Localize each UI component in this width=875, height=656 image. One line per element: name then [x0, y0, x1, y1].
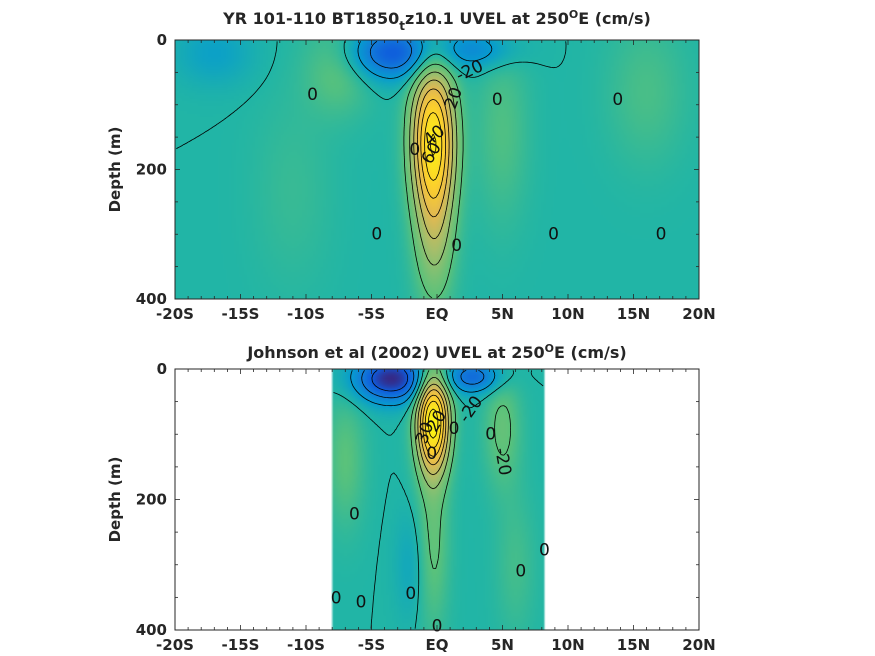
contour-60	[424, 112, 443, 181]
x-tick-label: -10S	[287, 305, 325, 323]
contour-label: 0	[539, 540, 550, 560]
contour--10	[357, 40, 493, 79]
contour-20	[414, 377, 452, 490]
y-tick-label: 400	[136, 290, 167, 308]
velocity-field-image	[175, 40, 699, 299]
x-tick-label: 15N	[617, 305, 650, 323]
chart-title: YR 101-110 BT1850tz10.1 UVEL at 250OE (c…	[222, 8, 651, 33]
contour-20	[409, 71, 458, 266]
contour-0	[333, 370, 544, 629]
x-tick-label: -5S	[358, 636, 385, 654]
contour-60	[424, 400, 442, 449]
y-tick-label: 200	[136, 491, 167, 509]
x-tick-label: 5N	[491, 636, 514, 654]
y-tick-label: 200	[136, 161, 167, 179]
contour--10	[350, 370, 496, 407]
contour-30	[417, 383, 449, 476]
x-tick-label: EQ	[426, 636, 449, 654]
contour-40	[420, 389, 447, 466]
contour-label: 0	[515, 561, 526, 581]
contour-label: 0	[656, 224, 667, 244]
x-tick-label: -20S	[156, 305, 194, 323]
contour-label: 0	[548, 224, 559, 244]
contour-lines	[176, 40, 567, 299]
y-tick-label: 0	[157, 360, 167, 378]
contour-label: 0	[349, 505, 360, 525]
contour-label: -20	[490, 446, 515, 477]
x-tick-label: -15S	[222, 305, 260, 323]
contour-70	[427, 408, 439, 439]
x-tick-label: -5S	[358, 305, 385, 323]
contour-label: 0	[612, 90, 623, 110]
contour-label: 0	[451, 236, 462, 256]
contour-label: 0	[331, 589, 342, 609]
x-tick-label: 10N	[551, 636, 584, 654]
contour-30	[413, 79, 454, 240]
contour-50	[422, 394, 444, 457]
contour-label: 0	[449, 419, 460, 439]
x-tick-label: EQ	[426, 305, 449, 323]
x-tick-label: 15N	[617, 636, 650, 654]
contour-70	[430, 133, 437, 156]
contour-40	[417, 88, 450, 218]
contour-lines	[333, 369, 544, 629]
x-tick-label: -20S	[156, 636, 194, 654]
velocity-field-image	[175, 369, 699, 630]
contour-label: 0	[356, 593, 367, 613]
chart-title: Johnson et al (2002) UVEL at 250OE (cm/s…	[246, 342, 626, 362]
x-tick-label: 20N	[682, 636, 715, 654]
x-tick-label: 5N	[491, 305, 514, 323]
x-tick-label: -10S	[287, 636, 325, 654]
contour-label: 0	[307, 85, 318, 105]
x-tick-label: 10N	[551, 305, 584, 323]
contour-label: 0	[426, 444, 437, 464]
x-tick-label: -15S	[222, 636, 260, 654]
y-axis-label: Depth (m)	[106, 127, 124, 213]
contour-label: 0	[371, 224, 382, 244]
contour-label: 0	[485, 424, 496, 444]
y-axis-label: Depth (m)	[106, 457, 124, 543]
contour--30	[371, 369, 409, 392]
x-tick-label: 20N	[682, 305, 715, 323]
y-tick-label: 0	[157, 31, 167, 49]
contour-10	[410, 370, 511, 569]
contour--20	[361, 369, 485, 399]
contour-10	[403, 63, 464, 299]
contour-50	[420, 99, 446, 199]
contour-0	[176, 41, 567, 150]
contour--20	[369, 40, 412, 69]
contour-label: 0	[409, 140, 420, 160]
y-tick-label: 400	[136, 621, 167, 639]
contour-label: 0	[492, 90, 503, 110]
contour-label: 0	[405, 584, 416, 604]
